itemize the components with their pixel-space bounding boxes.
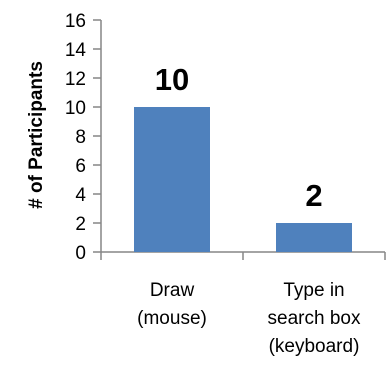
y-tick-label: 6: [75, 156, 86, 177]
y-tick-label: 2: [75, 214, 86, 235]
x-category-label: Draw (mouse): [137, 280, 207, 329]
bar: [134, 107, 210, 252]
y-axis-ticks: 0 2 4 6 8 10 12 14 16: [65, 11, 386, 264]
x-category-label: Type in search box (keyboard): [268, 280, 361, 357]
y-tick-label: 10: [65, 98, 86, 119]
x-axis-labels: Draw (mouse) Type in search box (keyboard): [137, 280, 361, 357]
y-tick-label: 12: [65, 69, 86, 90]
y-axis-title: # of Participants: [26, 61, 47, 209]
data-label: 2: [305, 178, 322, 213]
y-tick-label: 16: [65, 11, 86, 32]
y-tick-label: 8: [75, 127, 86, 148]
bars-group: 10 2: [134, 62, 352, 252]
y-tick-label: 0: [75, 243, 86, 264]
bar: [276, 223, 352, 252]
data-label: 10: [155, 62, 189, 97]
y-tick-label: 4: [75, 185, 86, 206]
y-tick-label: 14: [65, 40, 87, 61]
